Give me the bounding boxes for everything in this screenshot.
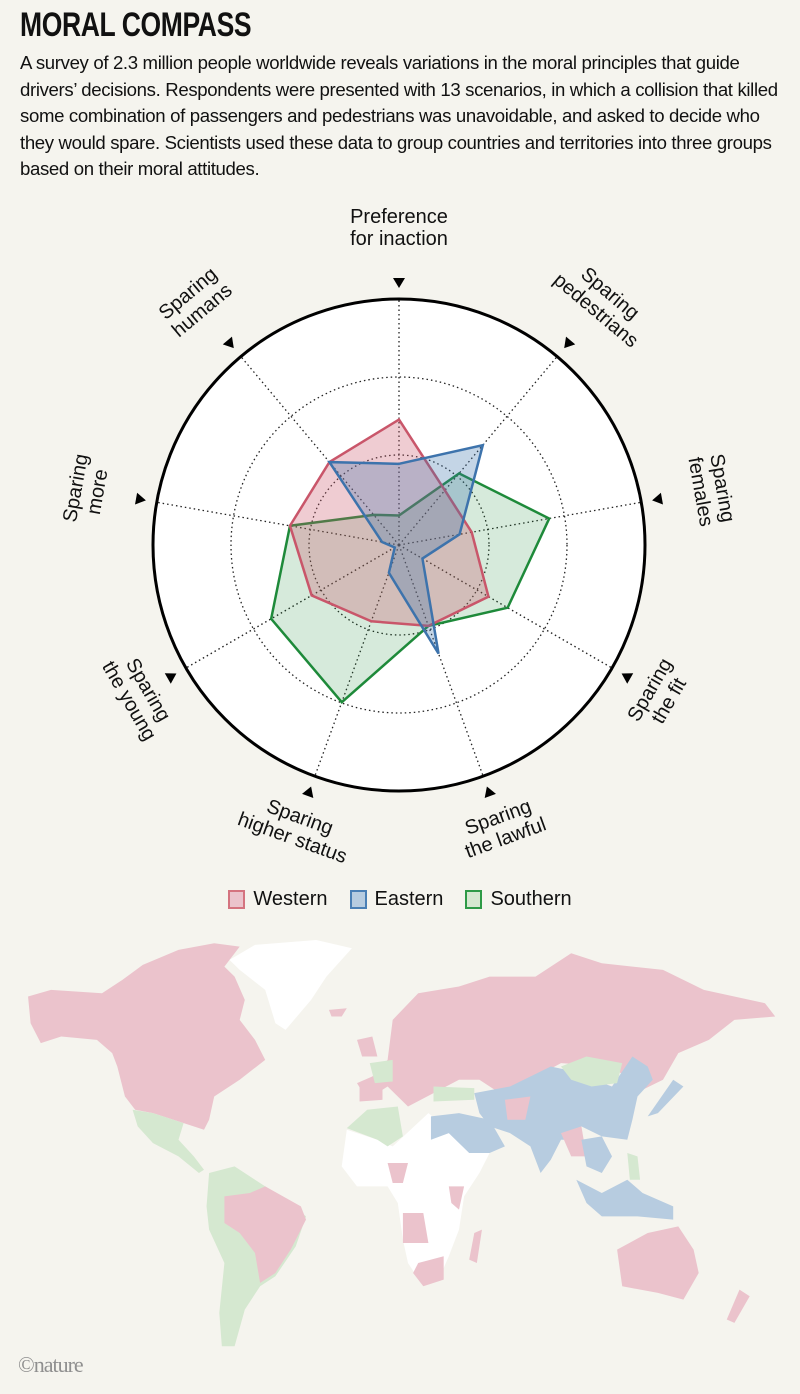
region-mongolia: [561, 1056, 623, 1087]
region-afghanistan: [504, 1096, 531, 1120]
region-nigeria: [387, 1163, 408, 1184]
outer-ring: [151, 297, 647, 793]
axis-label-text: Sparinghumans: [154, 262, 237, 341]
region-australia: [617, 1226, 699, 1300]
region-asia: [474, 1056, 653, 1174]
axis-label-1: Sparingpedestrians: [549, 252, 656, 352]
axis-arrow-icon: [652, 492, 663, 505]
axis-label-text: Sparinghigher status: [235, 788, 358, 869]
axis-spoke: [398, 544, 613, 669]
axis-label-text: Sparingthe lawful: [455, 793, 549, 863]
axis-label-text: Sparingfemales: [683, 452, 738, 529]
axis-arrow-icon: [484, 786, 496, 798]
legend-label: Western: [253, 888, 328, 910]
axis-arrow-icon: [222, 336, 234, 349]
region-spain: [359, 1081, 383, 1102]
region-new-zealand: [726, 1289, 750, 1323]
axis-label-5: Sparinghigher status: [235, 788, 358, 869]
region-indonesia: [576, 1179, 674, 1220]
axis-spoke: [398, 544, 484, 777]
axis-label-line: Preference: [350, 206, 448, 228]
grid-ring: [230, 376, 568, 714]
legend-item-eastern: Eastern: [349, 888, 444, 911]
axis-spoke: [156, 501, 400, 546]
axis-label-0: Preference for inaction: [350, 206, 448, 250]
axis-arrow-icon: [393, 278, 405, 288]
axis-label-text: Sparingthe fit: [623, 655, 696, 737]
axis-arrow-icon: [621, 673, 634, 684]
region-france: [369, 1059, 393, 1084]
region-north-america: [28, 943, 266, 1130]
axis-arrow-icon: [302, 786, 314, 798]
legend-swatch-western: [228, 890, 246, 909]
axis-label-line: for inaction: [350, 228, 448, 250]
world-map: [28, 939, 776, 1347]
axis-label-text: Sparingthe young: [97, 646, 179, 744]
axis-label-8: Sparinghumans: [154, 262, 237, 342]
region-mexico-central-america: [132, 1109, 204, 1174]
region-brazil: [224, 1186, 306, 1283]
radar-chart: Preference for inaction Sparingpedestrians…: [59, 206, 739, 869]
legend-swatch-southern: [465, 890, 483, 909]
legend: Western Eastern Southern: [0, 888, 800, 911]
region-greenland: [229, 939, 352, 1030]
legend-label: Eastern: [374, 888, 444, 910]
legend-swatch-eastern: [349, 890, 367, 909]
axis-arrow-icon: [135, 492, 146, 505]
axis-spoke: [398, 501, 642, 546]
region-middle-east: [430, 1113, 505, 1154]
description: A survey of 2.3 million people worldwide…: [20, 52, 778, 180]
axis-label-6: Sparingthe young: [97, 646, 179, 745]
axis-label-4: Sparingthe lawful: [455, 793, 549, 863]
legend-item-southern: Southern: [465, 888, 572, 911]
region-myanmar: [561, 1126, 587, 1157]
axis-arrow-icon: [564, 336, 576, 349]
axis-label-2: Sparingfemales: [683, 452, 738, 529]
region-kenya: [448, 1186, 465, 1210]
legend-label: Southern: [490, 888, 572, 910]
axis-label-text: Preference for inaction: [350, 206, 448, 250]
axis-spoke: [240, 356, 400, 546]
axis-label-text: Sparingpedestrians: [549, 252, 656, 352]
axis-arrow-icon: [164, 673, 177, 684]
region-south-africa: [413, 1256, 444, 1287]
legend-item-western: Western: [228, 888, 328, 911]
region-africa: [341, 1113, 490, 1287]
region-north-africa: [346, 1106, 403, 1147]
region-madagascar: [469, 1229, 482, 1263]
region-philippines: [627, 1153, 641, 1180]
series-southern: [269, 471, 551, 704]
region-eurasia: [357, 953, 776, 1107]
axis-label-text: Sparingmore: [59, 452, 114, 528]
region-turkey: [433, 1086, 475, 1102]
axis-label-3: Sparingthe fit: [623, 655, 696, 737]
series-western: [288, 417, 490, 628]
axis-spoke: [314, 544, 400, 777]
region-uk: [357, 1036, 378, 1057]
axis-spoke: [185, 544, 400, 669]
nature-logo: ©nature: [18, 1352, 84, 1377]
region-japan: [647, 1079, 684, 1117]
region-iceland: [328, 1008, 347, 1017]
region-indochina: [581, 1136, 612, 1174]
radar-series: [151, 297, 647, 793]
series-eastern: [327, 443, 485, 655]
axis-spoke: [398, 356, 558, 546]
page-title: MORAL COMPASS: [20, 6, 252, 44]
radar-grid: [153, 299, 645, 791]
axis-label-7: Sparingmore: [59, 452, 114, 528]
region-angola: [402, 1213, 429, 1243]
